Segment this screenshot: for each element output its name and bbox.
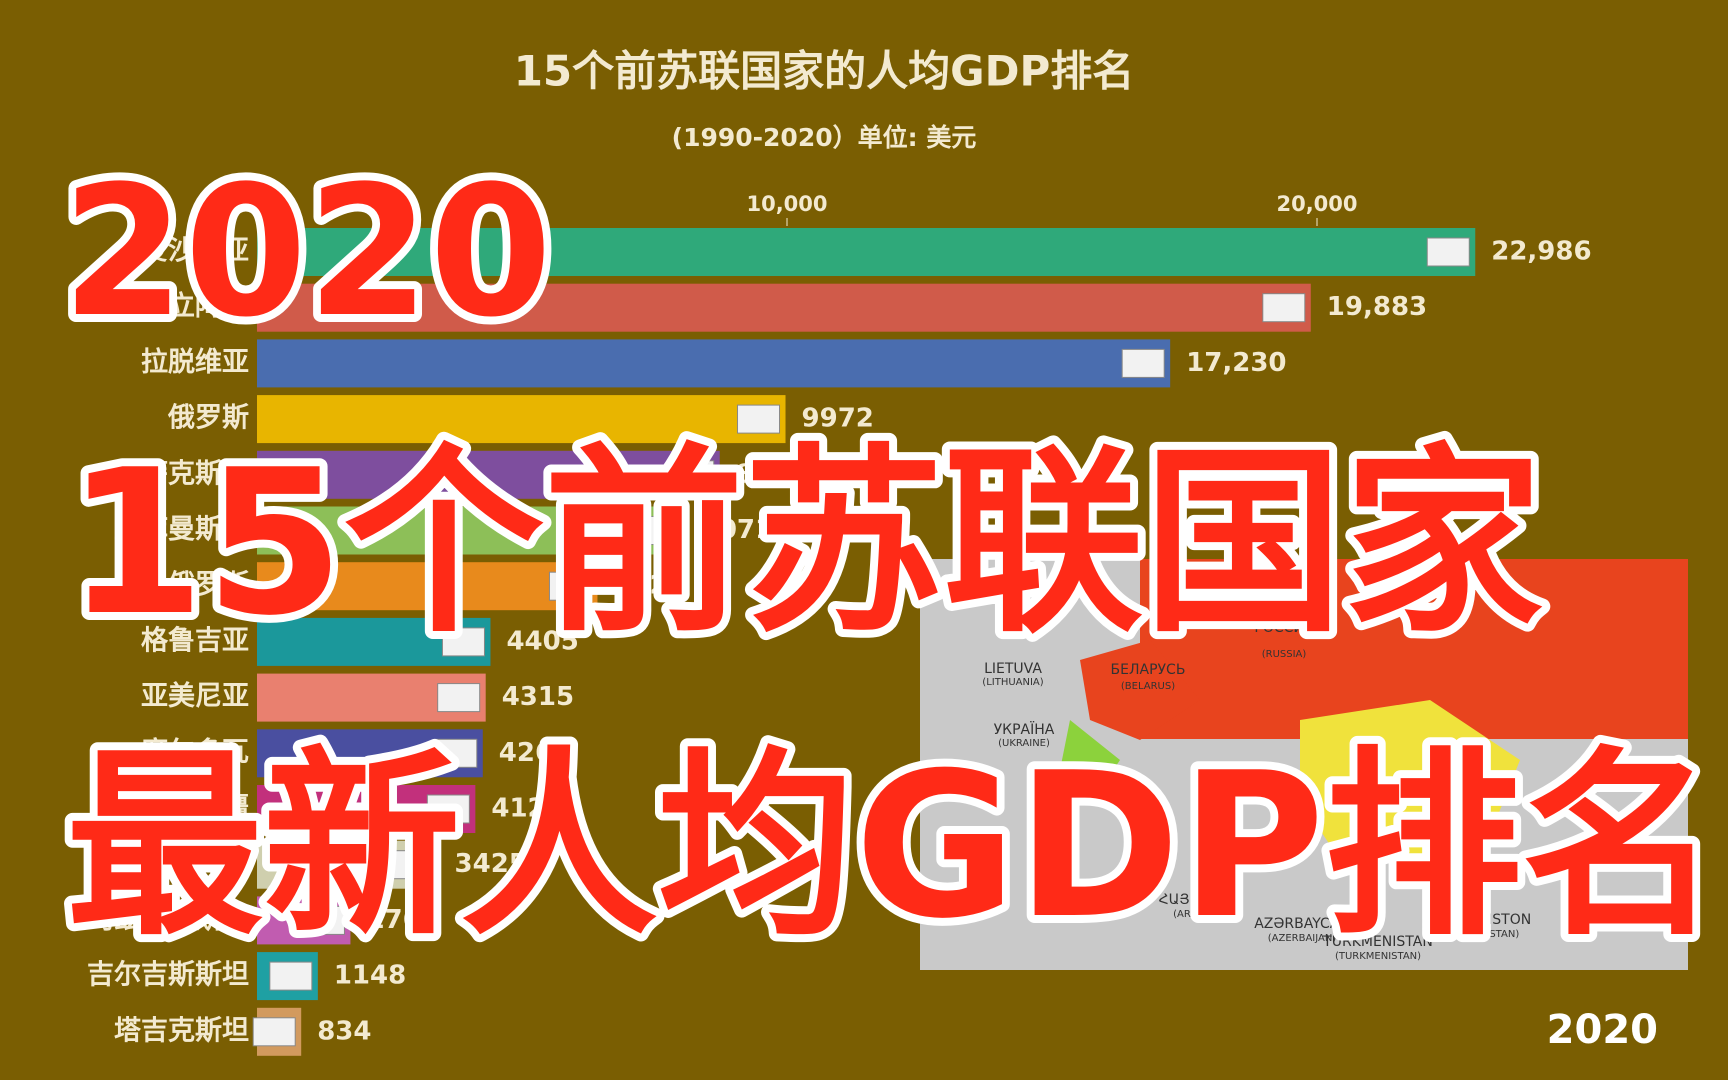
map-region bbox=[1060, 720, 1120, 790]
category-label: 哈萨克斯坦 bbox=[114, 457, 249, 489]
flag bbox=[441, 627, 485, 657]
category-label: 格鲁吉亚 bbox=[141, 625, 249, 656]
category-label: 阿塞拜疆 bbox=[141, 792, 249, 824]
value-label: 834 bbox=[317, 1016, 371, 1046]
value-label: 4405 bbox=[506, 626, 578, 656]
flag bbox=[1426, 237, 1470, 267]
flag bbox=[1121, 348, 1165, 378]
map-label: (UZBEKISTAN) bbox=[1449, 929, 1520, 940]
category-label: 立陶宛 bbox=[168, 290, 249, 322]
x-tick-label: 20,000 bbox=[1276, 192, 1357, 216]
value-label: 1148 bbox=[334, 961, 406, 991]
map-label: (TURKMENISTAN) bbox=[1335, 951, 1421, 962]
flag bbox=[434, 738, 478, 768]
value-label: 22,986 bbox=[1491, 237, 1591, 267]
chart-title: 15个前苏联国家的人均GDP排名 bbox=[514, 47, 1135, 96]
flag bbox=[390, 850, 434, 880]
category-label: 土库曼斯坦 bbox=[114, 514, 249, 545]
map-label: БЕЛАРУСЬ bbox=[1111, 662, 1186, 678]
overlay-text: 最新人均GDP排名 bbox=[66, 730, 1719, 963]
map-label: LIETUVA bbox=[984, 661, 1042, 677]
map-label: (LITHUANIA) bbox=[982, 677, 1043, 688]
bar bbox=[257, 283, 1311, 332]
category-label: 吉尔吉斯斯坦 bbox=[87, 960, 249, 991]
map-label: (ARMENIA) bbox=[1173, 909, 1227, 920]
map-label: (BELARUS) bbox=[1121, 681, 1175, 692]
bar bbox=[257, 450, 720, 499]
bar bbox=[257, 339, 1171, 388]
value-label: 19,883 bbox=[1327, 292, 1427, 322]
category-label: 摩尔多瓦 bbox=[141, 736, 249, 768]
flag bbox=[1262, 293, 1306, 323]
map-region bbox=[1300, 700, 1520, 860]
flag bbox=[437, 683, 481, 713]
flag bbox=[548, 571, 592, 601]
value-label: 6424 bbox=[613, 571, 685, 601]
map-label: РОССИЯ bbox=[1254, 620, 1313, 636]
flag bbox=[269, 961, 313, 991]
value-label: 1763 bbox=[366, 905, 438, 935]
category-label: 乌兹别克斯坦 bbox=[87, 903, 249, 935]
x-tick-label: 10,000 bbox=[746, 192, 827, 216]
category-label: 乌克兰 bbox=[168, 847, 249, 879]
value-label: 4315 bbox=[502, 682, 574, 712]
flag bbox=[636, 516, 680, 545]
map-label: (AZERBAIJAN) bbox=[1268, 933, 1337, 944]
flag bbox=[737, 404, 781, 434]
value-label: 3425 bbox=[455, 849, 527, 879]
map-label: (RUSSIA) bbox=[1262, 649, 1307, 660]
flag bbox=[426, 794, 470, 824]
category-label: 塔吉克斯坦 bbox=[114, 1014, 249, 1046]
map-label: O'SBEKISTON bbox=[1437, 912, 1531, 928]
value-label: 9972 bbox=[802, 404, 874, 434]
overlay-text: 15个前苏联国家 bbox=[66, 427, 1543, 660]
map-label: TÜRKMENISTAN bbox=[1322, 932, 1433, 950]
map-label: AZƏRBAYCAN bbox=[1254, 916, 1350, 932]
flag bbox=[671, 460, 715, 490]
bar bbox=[257, 506, 685, 555]
flag bbox=[301, 905, 345, 935]
category-label: 亚美尼亚 bbox=[141, 680, 249, 712]
map-label: (UKRAINE) bbox=[998, 738, 1050, 749]
flag bbox=[252, 1017, 296, 1047]
value-label: 17,230 bbox=[1186, 348, 1286, 378]
map-region bbox=[1080, 640, 1200, 740]
category-label: 白俄罗斯 bbox=[141, 569, 249, 601]
map-label: ՀԱՅԱՍՏԱՆ bbox=[1159, 892, 1242, 908]
overlay-text: 2020 bbox=[62, 148, 552, 357]
bar bbox=[257, 562, 598, 611]
chart-subtitle: (1990-2020）单位: 美元 bbox=[672, 123, 977, 152]
bar bbox=[257, 395, 786, 444]
bar bbox=[257, 228, 1476, 276]
map: РОССИЯ (RUSSIA) БЕЛАРУСЬ (BELARUS) LIETUVA(L… bbox=[920, 559, 1688, 970]
value-label: 4260 bbox=[499, 738, 571, 768]
value-label: 8071 bbox=[701, 515, 773, 545]
category-label: 俄罗斯 bbox=[167, 403, 249, 434]
year-label: 2020 bbox=[1547, 1007, 1658, 1053]
value-label: 4120 bbox=[491, 794, 563, 824]
value-label: 8731 bbox=[736, 459, 808, 489]
category-label: 爱沙尼亚 bbox=[141, 236, 249, 267]
map-label: УКРАЇНА bbox=[994, 720, 1055, 738]
category-label: 拉脱维亚 bbox=[141, 346, 249, 378]
